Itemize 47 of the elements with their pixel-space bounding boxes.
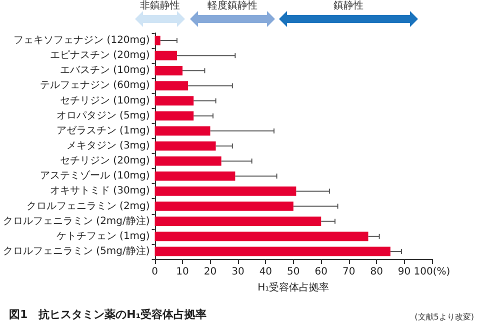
bar — [154, 156, 222, 166]
bar — [154, 186, 296, 196]
bar — [154, 141, 216, 151]
x-tick-label: 30 — [232, 266, 244, 278]
bar — [154, 81, 188, 90]
bar — [154, 50, 177, 60]
x-tick-label: 20 — [204, 266, 217, 278]
y-tick-label: オキサトミド (30mg) — [50, 186, 150, 197]
bar — [154, 216, 322, 226]
y-tick-label: メキタジン (3mg) — [66, 140, 150, 152]
bar — [154, 202, 294, 211]
text: 鎮静性 — [334, 0, 364, 12]
bar — [154, 96, 194, 106]
y-tick-label: アゼラスチン (1mg) — [56, 125, 150, 136]
text: (文献5より改変) — [414, 312, 474, 322]
bar — [154, 66, 183, 76]
x-tick-label: 90 — [398, 266, 411, 278]
text: 非鎮静性 — [140, 0, 180, 12]
x-tick-label: 60 — [314, 266, 328, 278]
y-tick-label: クロルフェニラミン (2mg/静注) — [2, 214, 150, 227]
y-tick-label: クロルフェニラミン (5mg/静注) — [2, 244, 150, 257]
x-tick-label: 70 — [342, 266, 356, 278]
x-tick-label: 10 — [176, 266, 189, 278]
y-tick-label: オロパタジン (5mg) — [56, 110, 150, 122]
y-tick-label: フェキソフェナジン (120mg) — [14, 35, 150, 46]
y-tick-label: セチリジン (20mg) — [60, 156, 150, 167]
y-tick-label: アステミゾール (10mg) — [40, 170, 150, 182]
x-axis-title: H₁受容体占拠率 — [258, 282, 330, 294]
bar — [154, 171, 236, 181]
x-tick-label: 50 — [287, 266, 300, 278]
bar — [154, 232, 368, 242]
y-tick-label: エピナスチン (20mg) — [50, 50, 150, 62]
bar — [154, 111, 194, 121]
x-tick-label: 100(%) — [414, 266, 450, 278]
text: 軽度鎮静性 — [208, 0, 258, 12]
x-tick-label: 40 — [259, 266, 272, 278]
bar — [154, 126, 210, 136]
bar — [154, 36, 160, 46]
text: 図1 抗ヒスタミン薬のH₁受容体占拠率 — [9, 308, 207, 321]
y-tick-label: ケトチフェン (1mg) — [56, 230, 150, 242]
bar — [154, 246, 390, 256]
x-tick-label: 80 — [370, 266, 383, 278]
x-tick-label: 0 — [152, 266, 158, 278]
y-tick-label: エバスチン (10mg) — [60, 65, 150, 76]
y-tick-label: セチリジン (10mg) — [60, 95, 150, 106]
y-tick-label: テルフェナジン (60mg) — [40, 80, 150, 92]
y-tick-label: クロルフェニラミン (2mg) — [26, 200, 150, 212]
